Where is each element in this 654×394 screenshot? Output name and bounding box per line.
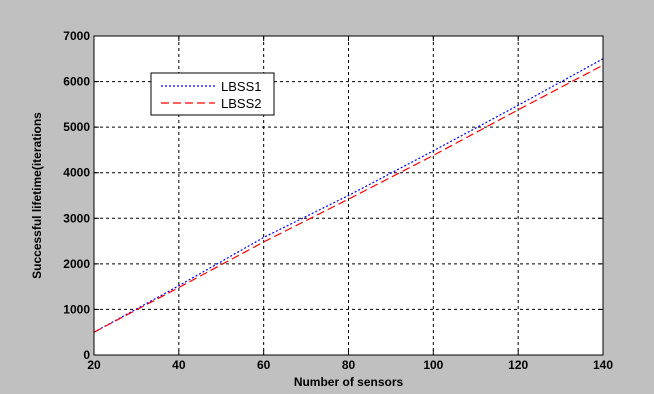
x-tick-label: 140	[593, 358, 613, 372]
y-tick-label: 2000	[63, 257, 90, 271]
y-tick-label: 5000	[63, 120, 90, 134]
y-axis-label: Successful lifetime(iterations	[30, 112, 44, 279]
tick-labels: 20 40 60 80 100 120 140 0 1000 2000 3000 4000 5000 60…	[63, 29, 613, 372]
x-tick-label: 120	[508, 358, 528, 372]
x-tick-label: 100	[423, 358, 443, 372]
y-tick-label: 0	[83, 348, 90, 362]
x-axis-label: Number of sensors	[294, 375, 404, 389]
legend-box	[150, 72, 275, 116]
y-tick-label: 3000	[63, 211, 90, 225]
x-tick-label: 80	[342, 358, 356, 372]
series-lines	[93, 58, 604, 333]
y-tick-label: 7000	[63, 29, 90, 43]
legend-label-lbss1: LBSS1	[221, 79, 261, 94]
y-tick-label: 6000	[63, 75, 90, 89]
legend-label-lbss2: LBSS2	[221, 96, 261, 111]
y-tick-label: 1000	[63, 302, 90, 316]
legend: LBSS1 LBSS2	[150, 72, 275, 116]
axes	[93, 35, 604, 356]
x-tick-label: 40	[172, 358, 186, 372]
x-tick-label: 20	[87, 358, 101, 372]
y-tick-label: 4000	[63, 166, 90, 180]
x-tick-label: 60	[257, 358, 271, 372]
series-line-lbss1	[93, 58, 604, 333]
